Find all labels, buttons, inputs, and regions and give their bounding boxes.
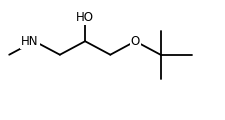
- Text: HN: HN: [21, 35, 38, 48]
- Text: HO: HO: [76, 11, 94, 24]
- Text: O: O: [130, 35, 139, 48]
